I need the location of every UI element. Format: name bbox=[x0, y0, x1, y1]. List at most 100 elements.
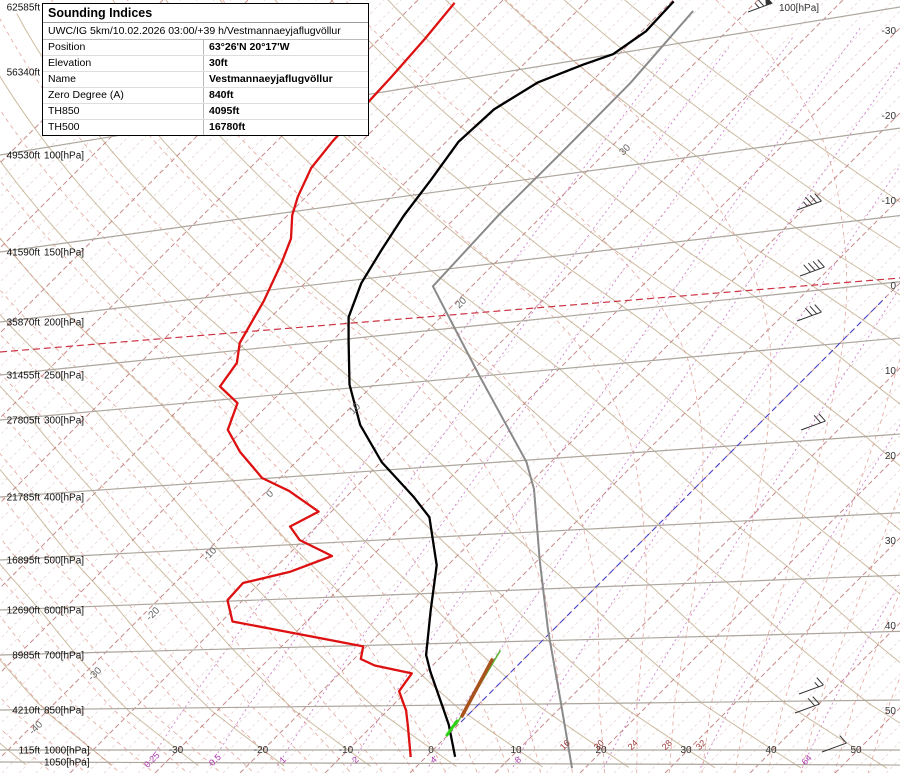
isotherm-line bbox=[392, 265, 900, 773]
index-value: 30ft bbox=[203, 55, 368, 72]
pressure-axis-label: 850[hPa] bbox=[44, 706, 84, 717]
index-label: TH850 bbox=[43, 103, 204, 120]
altitude-axis-label: 21785ft bbox=[7, 493, 41, 504]
altitude-axis-label: 35870ft bbox=[7, 318, 41, 329]
altitude-axis-label: 12690ft bbox=[7, 606, 41, 617]
wind-barb bbox=[794, 696, 820, 714]
dry-adiabat-line bbox=[445, 0, 900, 347]
isobar-line bbox=[0, 761, 900, 766]
isotherm-line bbox=[154, 27, 900, 773]
isotherm-line bbox=[749, 622, 900, 773]
wind-barb bbox=[747, 0, 773, 13]
isotherm-line bbox=[103, 0, 878, 773]
isobar-layer bbox=[0, 6, 900, 766]
mixing-ratio-label: 1 bbox=[277, 755, 288, 766]
index-value: 63°26'N 20°17'W bbox=[203, 40, 368, 56]
parcel-segments-layer bbox=[445, 650, 501, 737]
altitude-axis-label: 41590ft bbox=[7, 248, 41, 259]
bottom-temp-label: 40 bbox=[765, 745, 777, 756]
dry-adiabat-line bbox=[624, 0, 900, 203]
altitude-axis-label: 56340ft bbox=[7, 68, 41, 79]
wind-barbs-layer bbox=[747, 0, 847, 753]
panel-subtitle: UWC/IG 5km/10.02.2026 03:00/+39 h/Vestma… bbox=[43, 23, 368, 40]
saturated-adiabat-line bbox=[715, 0, 848, 773]
pressure-axis-label: 100[hPa] bbox=[44, 151, 84, 162]
isotherm-line bbox=[0, 0, 504, 504]
indices-table: Position 63°26'N 20°17'W Elevation 30ft Name… bbox=[43, 40, 368, 135]
index-row: Position 63°26'N 20°17'W bbox=[43, 40, 368, 56]
isotherm-line bbox=[562, 435, 900, 773]
isobar-line bbox=[0, 630, 900, 656]
diagonal-grid-label: -20 bbox=[144, 605, 162, 623]
mixing-ratio-label: 0.25 bbox=[142, 750, 161, 769]
pressure-axis-label: 200[hPa] bbox=[44, 318, 84, 329]
dry-adiabat-line bbox=[0, 385, 371, 767]
saturated-adiabat-line bbox=[0, 657, 118, 771]
sounding-profiles-layer bbox=[218, 0, 694, 769]
temperature-curve bbox=[347, 0, 675, 758]
isotherm-line bbox=[358, 231, 900, 773]
saturated-adiabat-line bbox=[0, 452, 286, 772]
dry-adiabat-line bbox=[0, 468, 285, 767]
isotherm-line bbox=[494, 367, 900, 773]
altitude-axis-label: 16895ft bbox=[7, 556, 41, 567]
wind-barb bbox=[800, 413, 826, 431]
pressure-axis-label: 1050[hPa] bbox=[44, 758, 90, 769]
index-row: TH500 16780ft bbox=[43, 119, 368, 135]
isotherm-line bbox=[0, 0, 538, 538]
top-right-pressure-label: 100[hPa] bbox=[779, 3, 819, 14]
dry-adiabat-line bbox=[0, 659, 113, 766]
isotherm-line bbox=[86, 0, 861, 773]
index-row: Name Vestmannaeyjaflugvöllur bbox=[43, 71, 368, 88]
isotherm-line bbox=[0, 0, 521, 521]
isotherm-line bbox=[375, 248, 900, 773]
isotherm-line bbox=[0, 0, 691, 691]
zero-degree-line bbox=[460, 296, 887, 723]
isotherm-line bbox=[52, 0, 827, 773]
isotherm-line bbox=[528, 401, 900, 773]
isobar-line bbox=[0, 337, 900, 421]
right-temp-label: 40 bbox=[885, 621, 897, 632]
altitude-axis-label: 31455ft bbox=[7, 371, 41, 382]
isobar-line bbox=[0, 281, 900, 376]
diagonal-grid-label: 10 bbox=[347, 401, 363, 417]
isotherm-line bbox=[732, 605, 900, 773]
right-temp-label: 0 bbox=[890, 281, 896, 292]
isotherm-line bbox=[239, 112, 900, 773]
index-value: 16780ft bbox=[209, 121, 246, 133]
isotherm-line bbox=[0, 0, 555, 555]
tropopause-line bbox=[0, 277, 900, 353]
isotherm-line bbox=[18, 0, 793, 773]
wind-barb bbox=[796, 304, 822, 322]
isotherm-line bbox=[579, 452, 900, 773]
saturated-adiabat-line bbox=[0, 237, 446, 773]
isotherm-line bbox=[715, 588, 900, 773]
dry-adiabat-line bbox=[0, 237, 543, 768]
right-temp-label: 30 bbox=[885, 536, 897, 547]
wind-barb bbox=[798, 677, 824, 695]
saturated-adiabat-line bbox=[0, 411, 318, 772]
lcl-path-orange bbox=[460, 658, 494, 718]
right-temp-label: -30 bbox=[882, 26, 897, 37]
reference-parcel-curve bbox=[431, 10, 694, 769]
pressure-axis-label: 700[hPa] bbox=[44, 651, 84, 662]
right-temp-label: 20 bbox=[885, 451, 897, 462]
altitude-axis-label: 62585ft bbox=[7, 3, 41, 14]
right-temp-label: -20 bbox=[882, 111, 897, 122]
isotherm-line bbox=[120, 0, 895, 773]
altitude-axis-label: 27805ft bbox=[7, 416, 41, 427]
saturated-adiabat-line bbox=[0, 289, 415, 773]
isotherm-line bbox=[0, 0, 674, 674]
pressure-axis-label: 150[hPa] bbox=[44, 248, 84, 259]
saturated-adiabat-line bbox=[0, 109, 510, 773]
bottom-temp-label: 50 bbox=[850, 745, 862, 756]
isotherm-line bbox=[613, 486, 900, 773]
index-value: Vestmannaeyjaflugvöllur bbox=[203, 71, 368, 88]
isotherm-line bbox=[0, 0, 725, 725]
pressure-axis-label: 250[hPa] bbox=[44, 371, 84, 382]
surface-path-green bbox=[445, 719, 459, 737]
right-temp-label: 50 bbox=[885, 706, 897, 717]
index-label: Zero Degree (A) bbox=[43, 87, 204, 104]
altitude-axis-label: 115ft bbox=[19, 746, 41, 757]
pressure-axis-label: 1000[hPa] bbox=[44, 746, 90, 757]
